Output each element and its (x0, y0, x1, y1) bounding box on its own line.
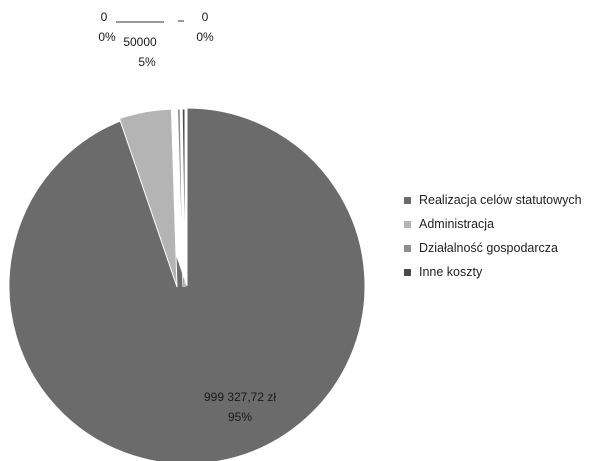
pie-slice (8, 107, 366, 461)
legend-label: Inne koszty (419, 265, 483, 279)
pie-slice (181, 108, 186, 288)
data-label-percent: 95% (228, 410, 252, 424)
pie-slice (118, 108, 178, 288)
legend-swatch (404, 268, 411, 276)
legend-swatch (404, 220, 411, 228)
data-label-value: 0 (202, 10, 209, 24)
data-label-percent: 0% (196, 30, 214, 44)
legend: Realizacja celów statutowych Administrac… (404, 188, 582, 284)
legend-item-dzialalnosc: Działalność gospodarcza (404, 236, 582, 260)
data-label-percent: 0% (98, 30, 116, 44)
legend-label: Realizacja celów statutowych (419, 193, 582, 207)
data-label-value: 50000 (123, 35, 157, 49)
legend-item-inne-koszty: Inne koszty (404, 260, 582, 284)
legend-item-administracja: Administracja (404, 212, 582, 236)
legend-swatch (404, 196, 411, 204)
data-label-value: 999 327,72 zł (204, 390, 276, 404)
legend-label: Administracja (419, 217, 495, 231)
legend-swatch (404, 244, 411, 252)
legend-label: Działalność gospodarcza (419, 241, 558, 255)
legend-item-realizacja: Realizacja celów statutowych (404, 188, 582, 212)
pie-slice (176, 108, 184, 288)
data-label-percent: 5% (138, 55, 156, 69)
data-label-value: 0 (101, 10, 108, 24)
